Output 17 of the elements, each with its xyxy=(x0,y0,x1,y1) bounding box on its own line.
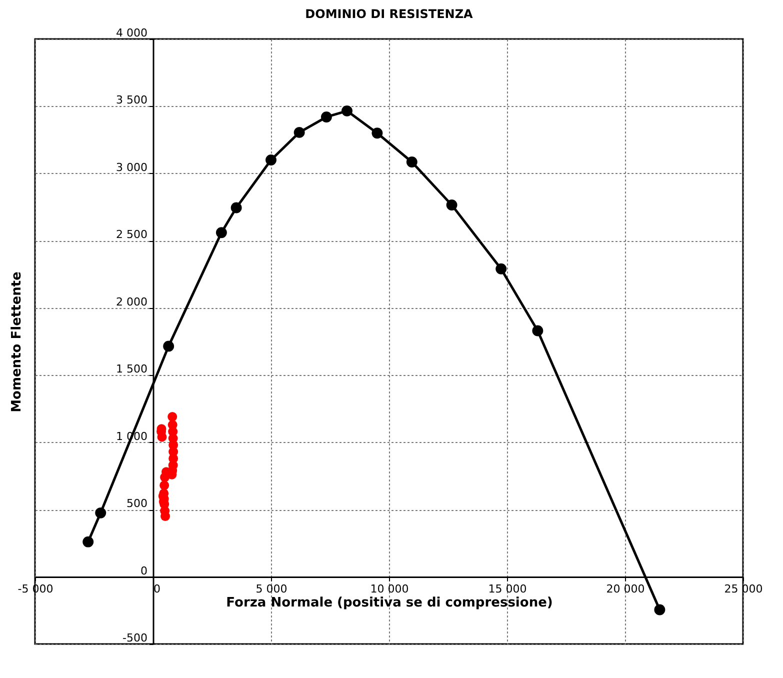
y-tick-label: 4 000 xyxy=(116,26,148,40)
y-tick-label: 0 xyxy=(140,564,148,578)
y-tick-label: 1 500 xyxy=(116,362,148,376)
y-tick-label: 2 500 xyxy=(116,228,148,242)
chart-title: DOMINIO DI RESISTENZA xyxy=(305,7,474,21)
y-tick-label: 500 xyxy=(126,497,148,510)
y-tick-label: -500 xyxy=(122,632,148,644)
x-tick-label: 20 000 xyxy=(606,582,645,596)
y-tick-label: 2 000 xyxy=(116,295,148,308)
x-tick-label: 10 000 xyxy=(370,582,409,596)
y-axis-title: Momento Flettente xyxy=(10,271,24,412)
x-tick-label: 5 000 xyxy=(256,582,288,596)
x-tick-label: 15 000 xyxy=(488,582,527,596)
x-axis-title: Forza Normale (positiva se di compressione) xyxy=(226,595,553,610)
y-tick-label: 3 000 xyxy=(116,160,148,174)
y-tick-label: 3 500 xyxy=(116,94,148,107)
x-tick-label: 0 xyxy=(154,582,160,596)
